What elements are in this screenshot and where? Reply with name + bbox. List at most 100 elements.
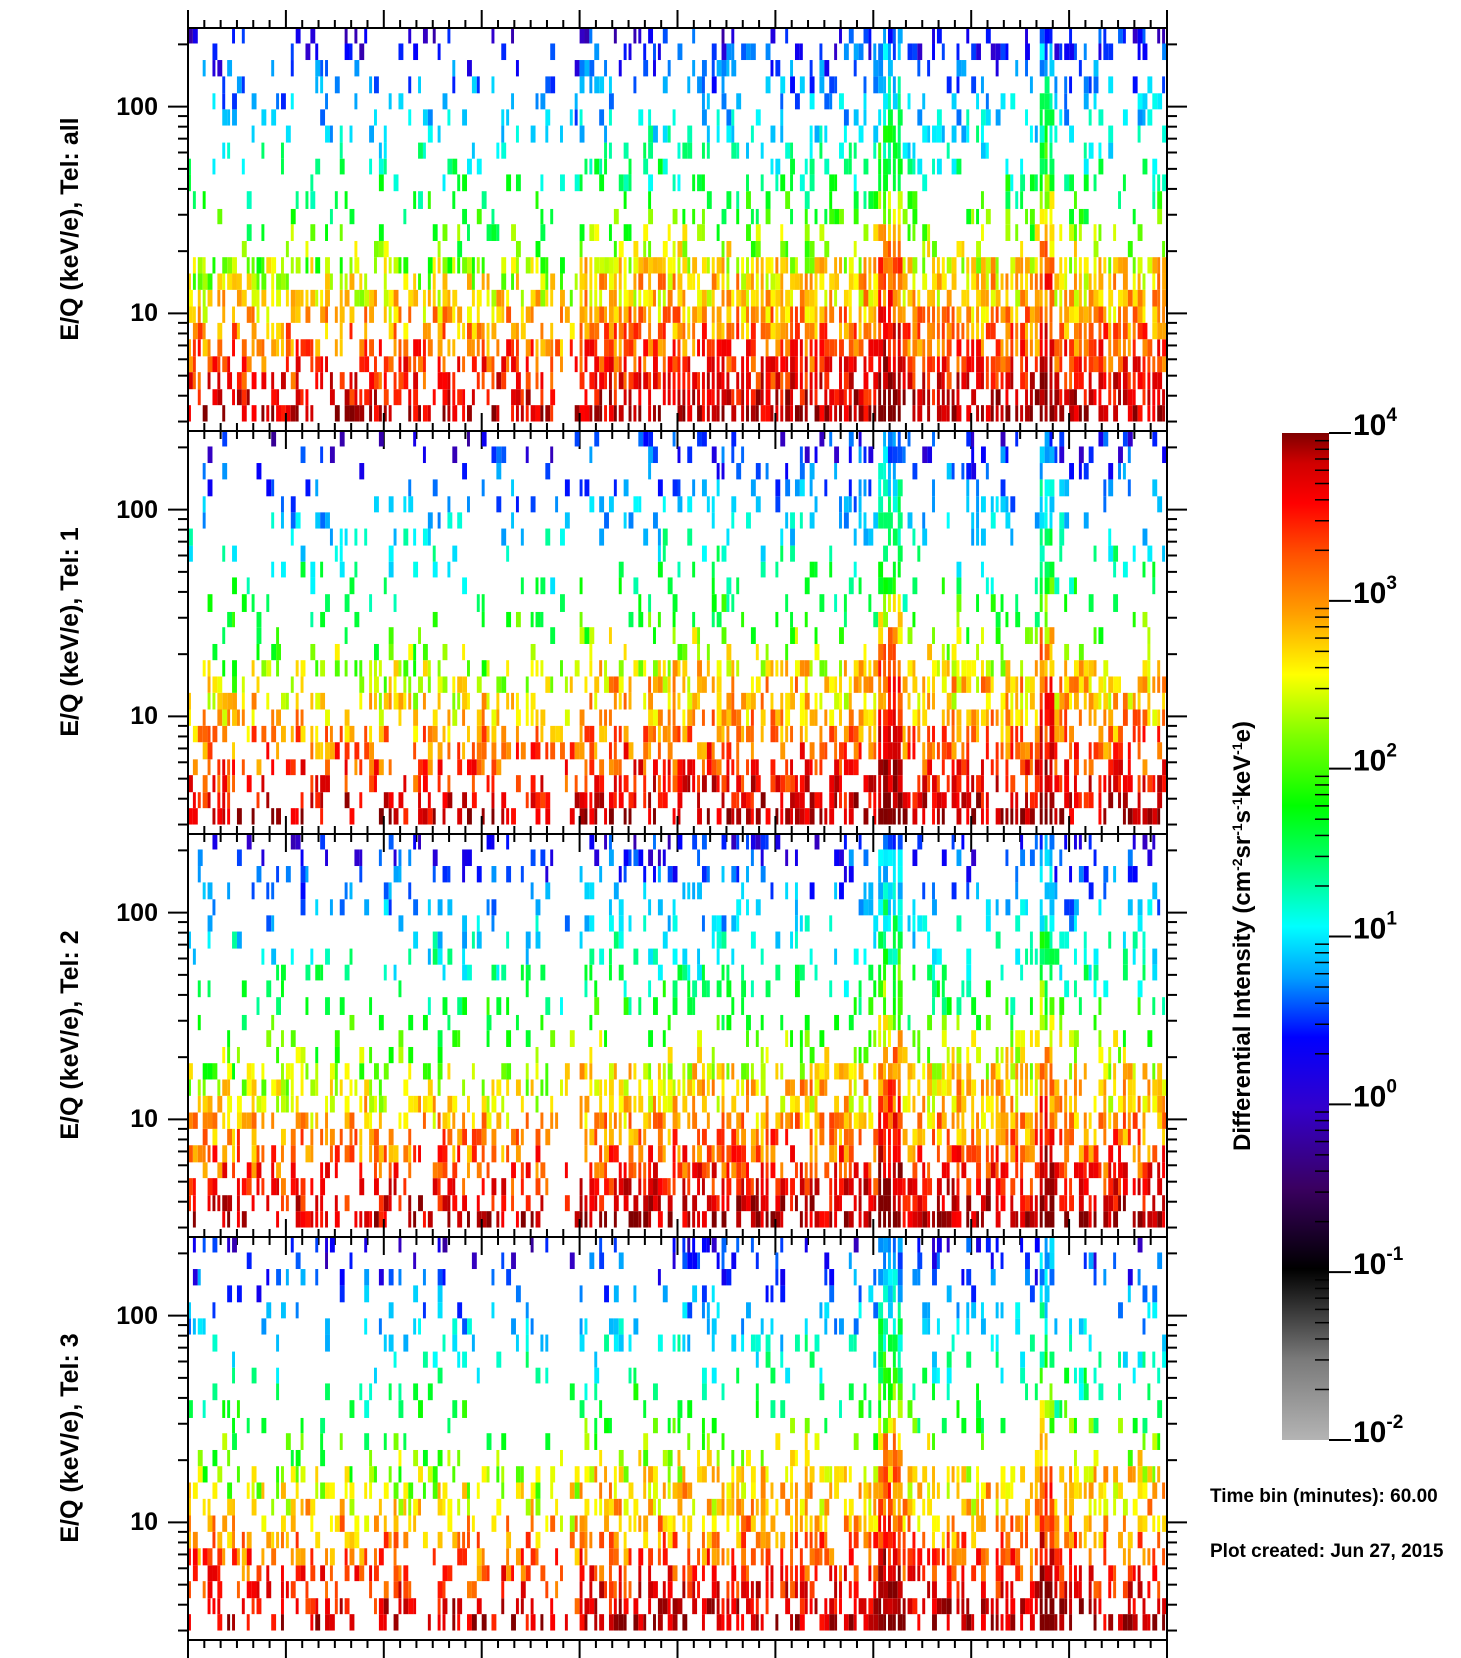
heatmap-cell <box>506 339 512 357</box>
heatmap-cell <box>1088 660 1094 677</box>
heatmap-cell <box>731 28 735 44</box>
heatmap-cell <box>329 372 333 390</box>
heatmap-cell <box>271 60 275 77</box>
heatmap-cell <box>1083 76 1089 94</box>
heatmap-cell <box>927 240 931 258</box>
heatmap-cell <box>819 339 825 357</box>
heatmap-cell <box>1039 446 1045 464</box>
heatmap-cell <box>1073 356 1079 373</box>
heatmap-cell <box>883 545 888 562</box>
heatmap-cell <box>848 289 852 307</box>
heatmap-cell <box>1088 109 1092 126</box>
heatmap-cell <box>236 709 240 726</box>
heatmap-cell <box>1005 676 1011 693</box>
heatmap-cell <box>202 191 206 209</box>
heatmap-cell <box>256 866 262 883</box>
heatmap-cell <box>1127 431 1133 447</box>
heatmap-cell <box>393 1145 399 1163</box>
heatmap-cell <box>1034 577 1038 595</box>
heatmap-cell <box>1064 93 1068 110</box>
heatmap-cell <box>1034 709 1038 726</box>
heatmap-cell <box>462 322 466 340</box>
heatmap-cell <box>584 725 590 743</box>
heatmap-cell <box>604 306 608 323</box>
heatmap-cell <box>388 561 394 578</box>
heatmap-cell <box>995 306 999 323</box>
heatmap-cell <box>271 709 275 726</box>
heatmap-cell <box>721 273 725 290</box>
heatmap-cell <box>648 709 654 726</box>
heatmap-cell <box>863 372 869 390</box>
heatmap-cell <box>961 125 967 143</box>
heatmap-cell <box>467 257 472 274</box>
heatmap-cell <box>883 125 888 143</box>
heatmap-cell <box>422 1014 428 1031</box>
heatmap-cell <box>310 28 316 44</box>
heatmap-cell <box>1132 339 1136 357</box>
heatmap-cell <box>1103 742 1109 760</box>
heatmap-cell <box>1020 405 1024 422</box>
heatmap-cell <box>476 594 480 612</box>
heatmap-cell <box>452 446 458 464</box>
heatmap-cell <box>873 60 879 77</box>
heatmap-cell <box>452 692 456 710</box>
heatmap-cell <box>1044 496 1048 513</box>
heatmap-cell <box>887 725 891 743</box>
heatmap-cell <box>883 446 888 464</box>
heatmap-cell <box>883 792 888 809</box>
heatmap-cell <box>1098 28 1102 44</box>
heatmap-cell <box>329 1095 335 1113</box>
heatmap-cell <box>726 60 730 77</box>
heatmap-cell <box>369 1128 375 1146</box>
heatmap-cell <box>398 980 402 998</box>
heatmap-cell <box>1069 174 1074 192</box>
heatmap-cell <box>1083 322 1087 340</box>
heatmap-cell <box>271 1178 277 1196</box>
heatmap-cell <box>765 76 771 94</box>
heatmap-cell <box>1152 808 1158 825</box>
heatmap-cell <box>623 692 627 710</box>
heatmap-cell <box>824 405 830 422</box>
heatmap-cell <box>863 191 867 209</box>
heatmap-cell <box>961 792 967 809</box>
heatmap-cell <box>1157 174 1161 192</box>
heatmap-cell <box>1034 257 1038 274</box>
heatmap-cell <box>824 742 828 760</box>
heatmap-cell <box>608 792 614 809</box>
heatmap-cell <box>1132 28 1138 44</box>
heatmap-cell <box>1073 306 1079 323</box>
heatmap-cell <box>310 1128 314 1146</box>
heatmap-cell <box>883 808 888 825</box>
heatmap-cell <box>643 289 649 307</box>
heatmap-cell <box>1015 676 1019 693</box>
heatmap-cell <box>325 948 330 965</box>
heatmap-cell <box>706 339 712 357</box>
heatmap-cell <box>628 322 634 340</box>
heatmap-cell <box>638 1211 642 1228</box>
heatmap-cell <box>932 676 935 693</box>
heatmap-cell <box>613 882 619 900</box>
heatmap-cell <box>682 224 688 241</box>
heatmap-cell <box>374 1095 377 1113</box>
heatmap-cell <box>251 273 257 290</box>
heatmap-cell <box>271 1014 275 1031</box>
heatmap-cell <box>907 43 913 61</box>
heatmap-cell <box>1049 322 1053 340</box>
heatmap-cell <box>320 834 326 850</box>
heatmap-cell <box>378 759 384 776</box>
heatmap-cell <box>207 1178 213 1196</box>
heatmap-cell <box>1147 389 1151 406</box>
heatmap-cell <box>697 643 701 661</box>
heatmap-cell <box>608 1145 614 1163</box>
heatmap-cell <box>1044 405 1048 422</box>
heatmap-cell <box>932 742 935 760</box>
heatmap-cell <box>271 1112 275 1129</box>
heatmap-cell <box>192 322 198 340</box>
heatmap-cell <box>271 109 277 126</box>
heatmap-cell <box>378 405 382 422</box>
heatmap-cell <box>706 125 710 143</box>
heatmap-cell <box>701 93 705 110</box>
heatmap-cell <box>1039 627 1043 644</box>
heatmap-cell <box>868 594 872 612</box>
heatmap-cell <box>604 1211 608 1228</box>
